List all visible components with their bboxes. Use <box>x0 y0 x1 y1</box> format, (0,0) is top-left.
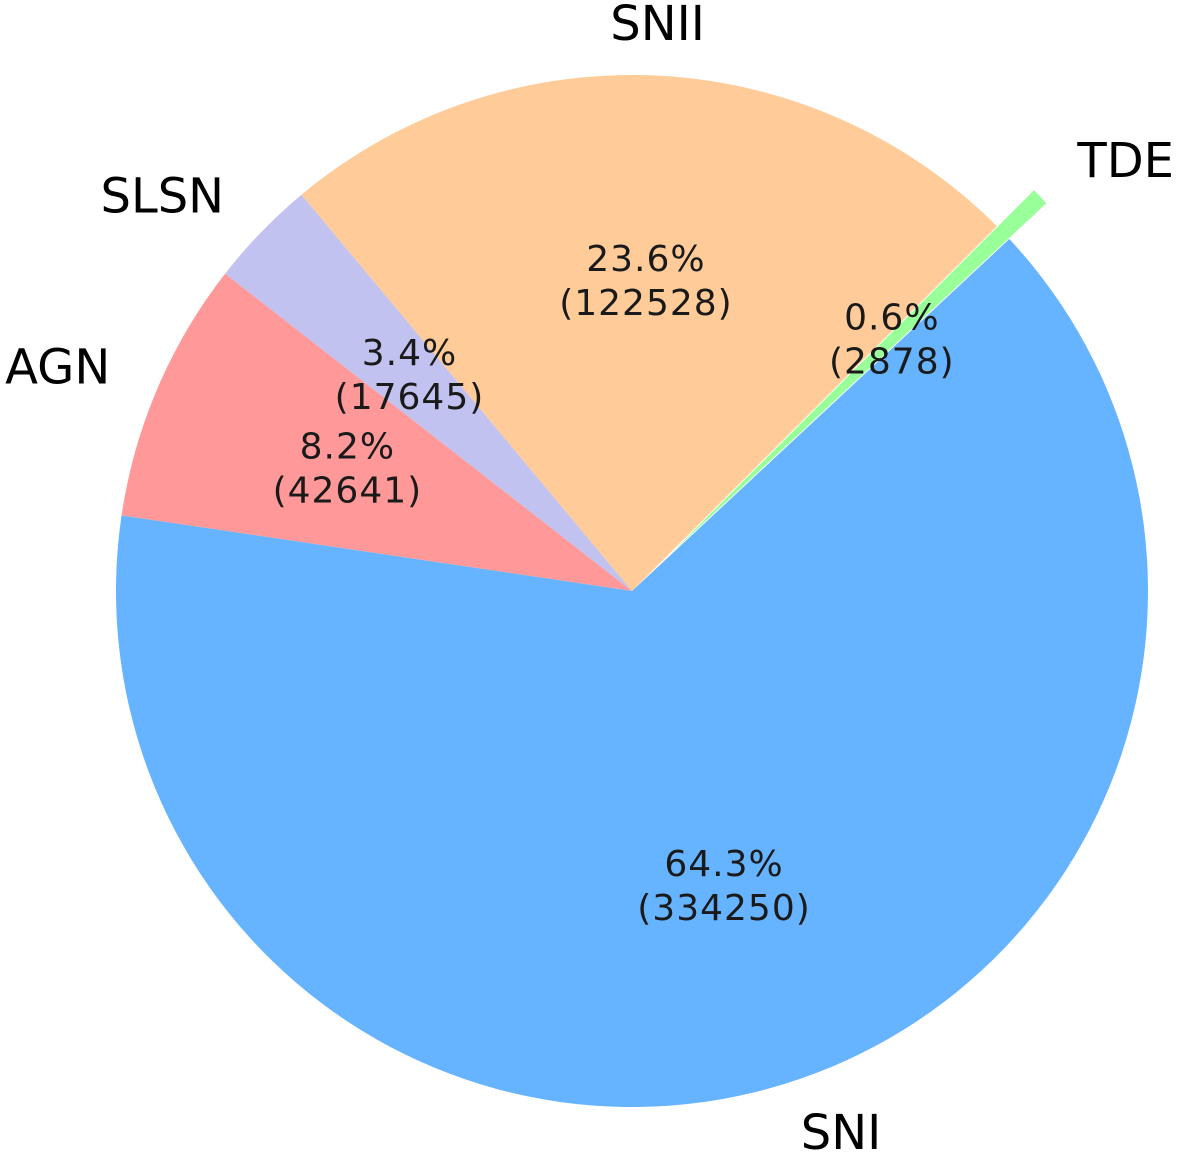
slice-count-slsn: (17645) <box>335 377 485 418</box>
slice-percent-tde: 0.6% <box>844 298 939 339</box>
pie-slice-snii <box>301 74 997 591</box>
slice-percent-sni: 64.3% <box>664 844 783 885</box>
pie-slice-agn <box>121 273 632 591</box>
pie-slices <box>116 74 1149 1108</box>
pie-slice-slsn <box>225 194 632 591</box>
slice-count-tde: (2878) <box>829 342 955 383</box>
slice-percent-snii: 23.6% <box>586 239 705 280</box>
pie-slice-tde <box>669 190 1047 556</box>
slice-count-sni: (334250) <box>637 888 811 929</box>
slice-label-snii: SNII <box>610 0 705 52</box>
slice-label-tde: TDE <box>1076 133 1174 189</box>
slice-count-agn: (42641) <box>273 471 423 512</box>
slice-percent-slsn: 3.4% <box>362 333 457 374</box>
slice-label-agn: AGN <box>5 340 110 396</box>
pie-slice-sni <box>116 239 1149 1108</box>
slice-percent-agn: 8.2% <box>300 427 395 468</box>
pie-labels: SNII23.6%(122528)SLSN3.4%(17645)AGN8.2%(… <box>5 0 1174 1155</box>
slice-count-snii: (122528) <box>559 283 733 324</box>
slice-label-sni: SNI <box>801 1105 882 1155</box>
slice-label-slsn: SLSN <box>100 168 224 224</box>
